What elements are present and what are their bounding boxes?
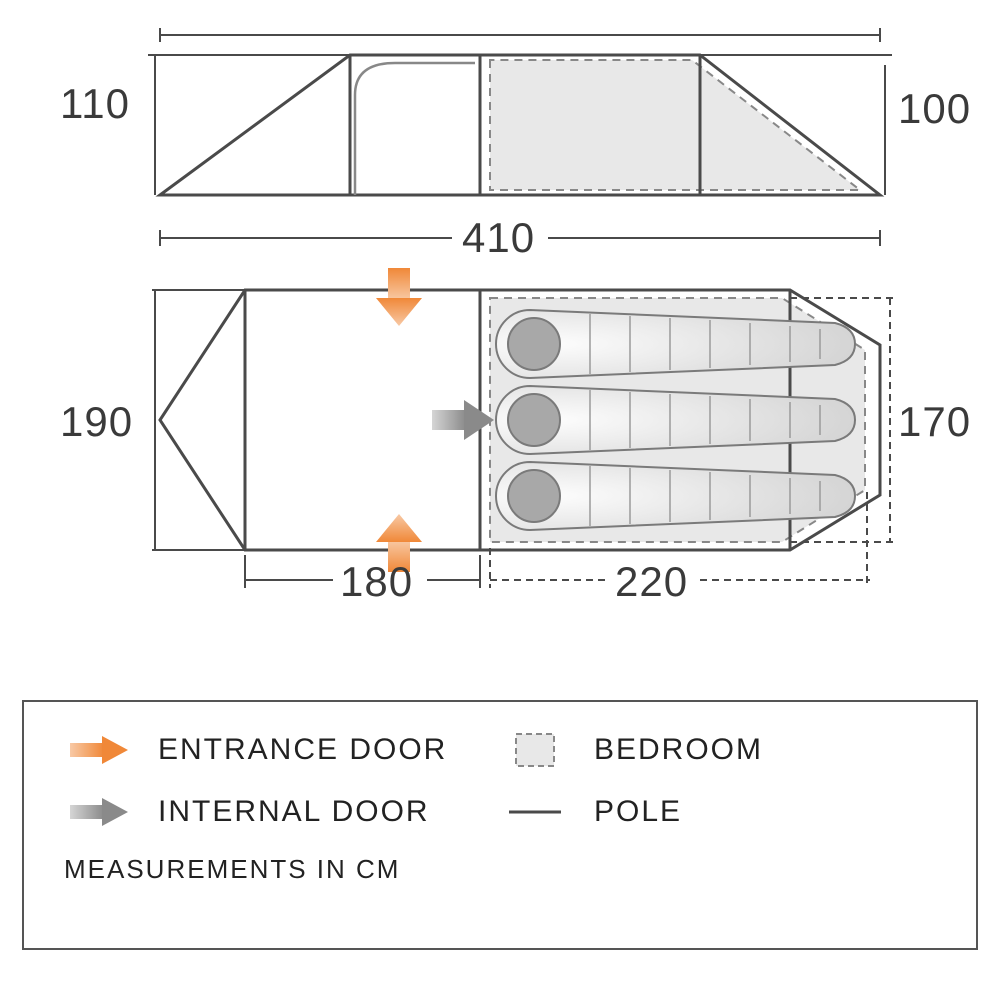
dim-plan-width-left: 190 <box>60 398 133 446</box>
legend-label: ENTRANCE DOOR <box>158 733 447 767</box>
legend: ENTRANCE DOOR BEDROOM <box>22 700 978 950</box>
legend-item-entrance: ENTRANCE DOOR <box>64 730 500 770</box>
legend-item-bedroom: BEDROOM <box>500 730 936 770</box>
legend-label: BEDROOM <box>594 733 763 767</box>
dim-plan-width-right: 170 <box>898 398 971 446</box>
units-note: MEASUREMENTS IN CM <box>64 854 936 885</box>
entrance-arrow-icon <box>64 730 134 770</box>
legend-item-pole: POLE <box>500 792 936 832</box>
dim-bedroom-length: 220 <box>615 558 688 606</box>
dim-side-height-right: 100 <box>898 85 971 133</box>
side-elevation <box>148 28 892 195</box>
internal-arrow-icon <box>64 792 134 832</box>
diagram-svg <box>0 0 1000 650</box>
legend-label: POLE <box>594 795 682 829</box>
tent-diagram: 110 100 410 190 170 180 220 <box>0 0 1000 650</box>
pole-line-icon <box>500 792 570 832</box>
dim-side-height-left: 110 <box>60 80 130 128</box>
plan-view <box>152 268 895 588</box>
legend-item-internal: INTERNAL DOOR <box>64 792 500 832</box>
bedroom-swatch-icon <box>500 730 570 770</box>
dim-total-length: 410 <box>462 214 535 262</box>
dim-vestibule-length: 180 <box>340 558 413 606</box>
legend-label: INTERNAL DOOR <box>158 795 430 829</box>
